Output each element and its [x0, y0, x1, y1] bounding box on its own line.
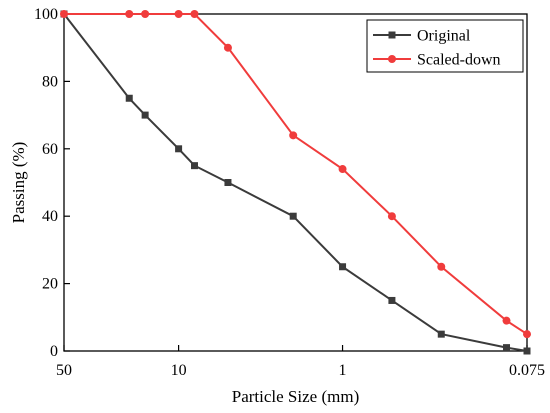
legend-marker-scaled-down	[388, 55, 396, 63]
y-tick-label: 0	[50, 343, 58, 360]
data-point-scaled-down	[289, 131, 298, 140]
y-axis-label: Passing (%)	[9, 142, 28, 224]
data-point-original	[141, 111, 149, 119]
data-point-original	[175, 145, 183, 153]
legend-label-scaled-down: Scaled-down	[417, 52, 501, 69]
data-point-original	[190, 162, 198, 170]
data-point-original	[503, 344, 511, 352]
legend-label-original: Original	[417, 28, 471, 45]
data-point-scaled-down	[338, 165, 347, 174]
data-point-scaled-down	[174, 10, 183, 18]
data-point-scaled-down	[125, 10, 134, 18]
data-point-scaled-down	[523, 330, 531, 339]
data-point-scaled-down	[387, 212, 396, 221]
data-point-original	[339, 263, 347, 271]
y-tick-label: 20	[42, 276, 58, 293]
series-layer	[60, 10, 531, 355]
legend-box	[366, 19, 524, 73]
x-tick-label: 50	[56, 362, 72, 379]
x-axis-label: Particle Size (mm)	[232, 387, 359, 406]
x-tick-label: 10	[171, 362, 187, 379]
data-point-scaled-down	[60, 10, 68, 18]
plot-frame	[63, 13, 528, 352]
data-point-original	[289, 212, 297, 220]
y-tick-label: 40	[42, 208, 58, 225]
data-point-scaled-down	[190, 10, 199, 18]
data-point-original	[388, 296, 396, 304]
x-tick-label: 1	[339, 362, 347, 379]
y-tick-label: 60	[42, 141, 58, 158]
data-point-original	[523, 347, 531, 355]
legend-marker-original	[388, 31, 396, 39]
x-tick-label: 0.075	[509, 362, 545, 379]
y-tick-label: 100	[34, 6, 58, 23]
y-tick-label: 80	[42, 73, 58, 90]
data-point-scaled-down	[141, 10, 150, 18]
data-point-scaled-down	[437, 262, 446, 271]
data-point-scaled-down	[223, 43, 232, 52]
data-point-scaled-down	[502, 316, 511, 325]
data-point-original	[437, 330, 445, 338]
data-point-original	[224, 179, 232, 186]
legend: Original Scaled-down	[366, 19, 524, 73]
data-point-original	[125, 94, 133, 102]
